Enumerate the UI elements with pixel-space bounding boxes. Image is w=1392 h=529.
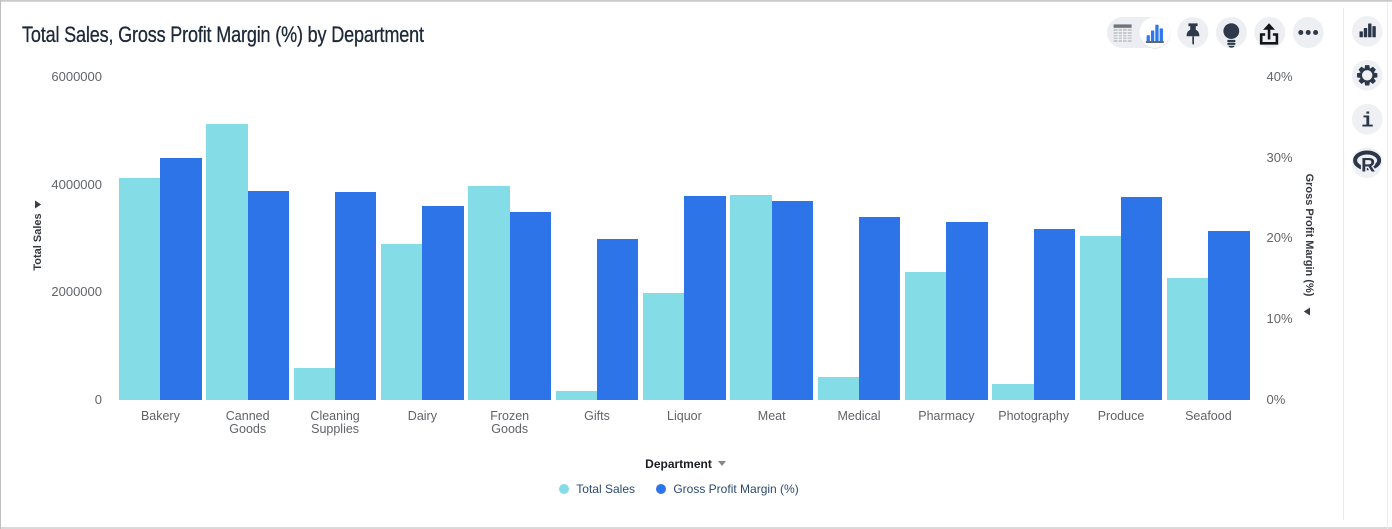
svg-text:R: R — [1361, 155, 1375, 177]
svg-text:i: i — [1361, 110, 1373, 133]
